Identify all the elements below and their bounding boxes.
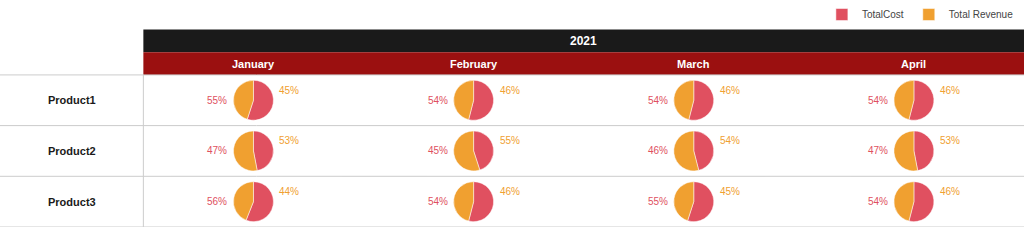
svg-text:Total Revenue: Total Revenue [949, 9, 1013, 20]
svg-text:54%: 54% [868, 196, 888, 207]
svg-text:Product3: Product3 [48, 196, 96, 208]
svg-text:55%: 55% [648, 196, 668, 207]
svg-text:46%: 46% [940, 85, 960, 96]
svg-text:53%: 53% [279, 135, 299, 146]
svg-text:2021: 2021 [570, 34, 597, 48]
svg-text:45%: 45% [279, 85, 299, 96]
svg-text:Product1: Product1 [48, 94, 96, 106]
svg-text:46%: 46% [500, 186, 520, 197]
svg-text:55%: 55% [500, 135, 520, 146]
svg-text:54%: 54% [428, 196, 448, 207]
svg-text:46%: 46% [720, 85, 740, 96]
svg-text:55%: 55% [207, 95, 227, 106]
svg-text:46%: 46% [648, 145, 668, 156]
svg-text:53%: 53% [940, 135, 960, 146]
svg-text:47%: 47% [207, 145, 227, 156]
svg-text:44%: 44% [279, 186, 299, 197]
svg-text:45%: 45% [428, 145, 448, 156]
svg-text:47%: 47% [868, 145, 888, 156]
svg-text:45%: 45% [720, 186, 740, 197]
svg-text:46%: 46% [940, 186, 960, 197]
svg-text:56%: 56% [207, 196, 227, 207]
svg-text:54%: 54% [648, 95, 668, 106]
svg-text:February: February [450, 58, 498, 70]
svg-text:Product2: Product2 [48, 145, 96, 157]
svg-text:April: April [901, 58, 926, 70]
svg-text:54%: 54% [428, 95, 448, 106]
svg-text:TotalCost: TotalCost [862, 9, 904, 20]
svg-text:54%: 54% [868, 95, 888, 106]
svg-text:46%: 46% [500, 85, 520, 96]
svg-text:January: January [232, 58, 275, 70]
svg-text:54%: 54% [720, 135, 740, 146]
svg-text:March: March [677, 58, 710, 70]
